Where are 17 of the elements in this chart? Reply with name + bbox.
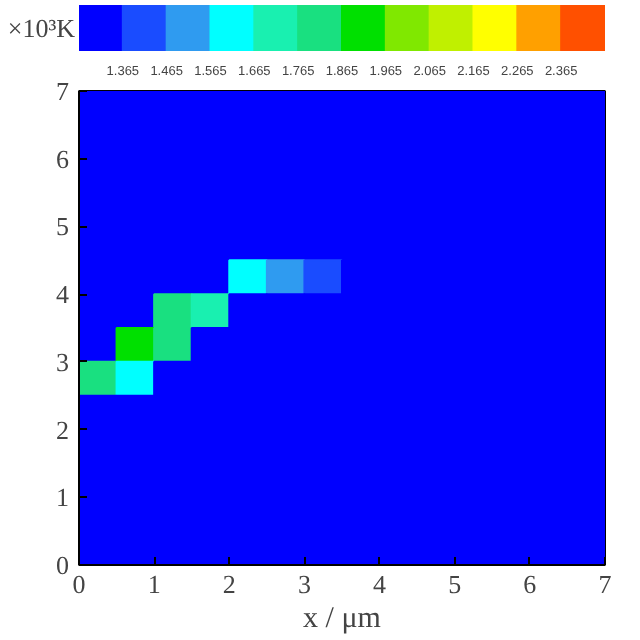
x-tick-label: 7 xyxy=(598,569,613,599)
y-tick-label: 3 xyxy=(56,346,69,377)
y-tick-label: 6 xyxy=(56,143,70,174)
x-tick-label: 4 xyxy=(373,569,388,599)
x-axis-title: x / μm xyxy=(303,603,382,635)
color-bar-title: ×10³K xyxy=(7,13,77,43)
y-tick-label: 4 xyxy=(56,279,70,310)
y-tick-label: 0 xyxy=(56,550,69,580)
x-tick-label: 6 xyxy=(523,569,538,599)
x-tick-label: 2 xyxy=(222,569,236,599)
y-tick-label: 2 xyxy=(56,414,69,445)
y-tick-label: 7 xyxy=(56,76,70,106)
y-tick-label: 5 xyxy=(56,211,69,242)
y-tick-label: 1 xyxy=(56,482,69,513)
x-tick-label: 5 xyxy=(448,569,462,599)
x-tick-label: 3 xyxy=(297,569,311,599)
x-tick-label: 1 xyxy=(147,569,161,599)
